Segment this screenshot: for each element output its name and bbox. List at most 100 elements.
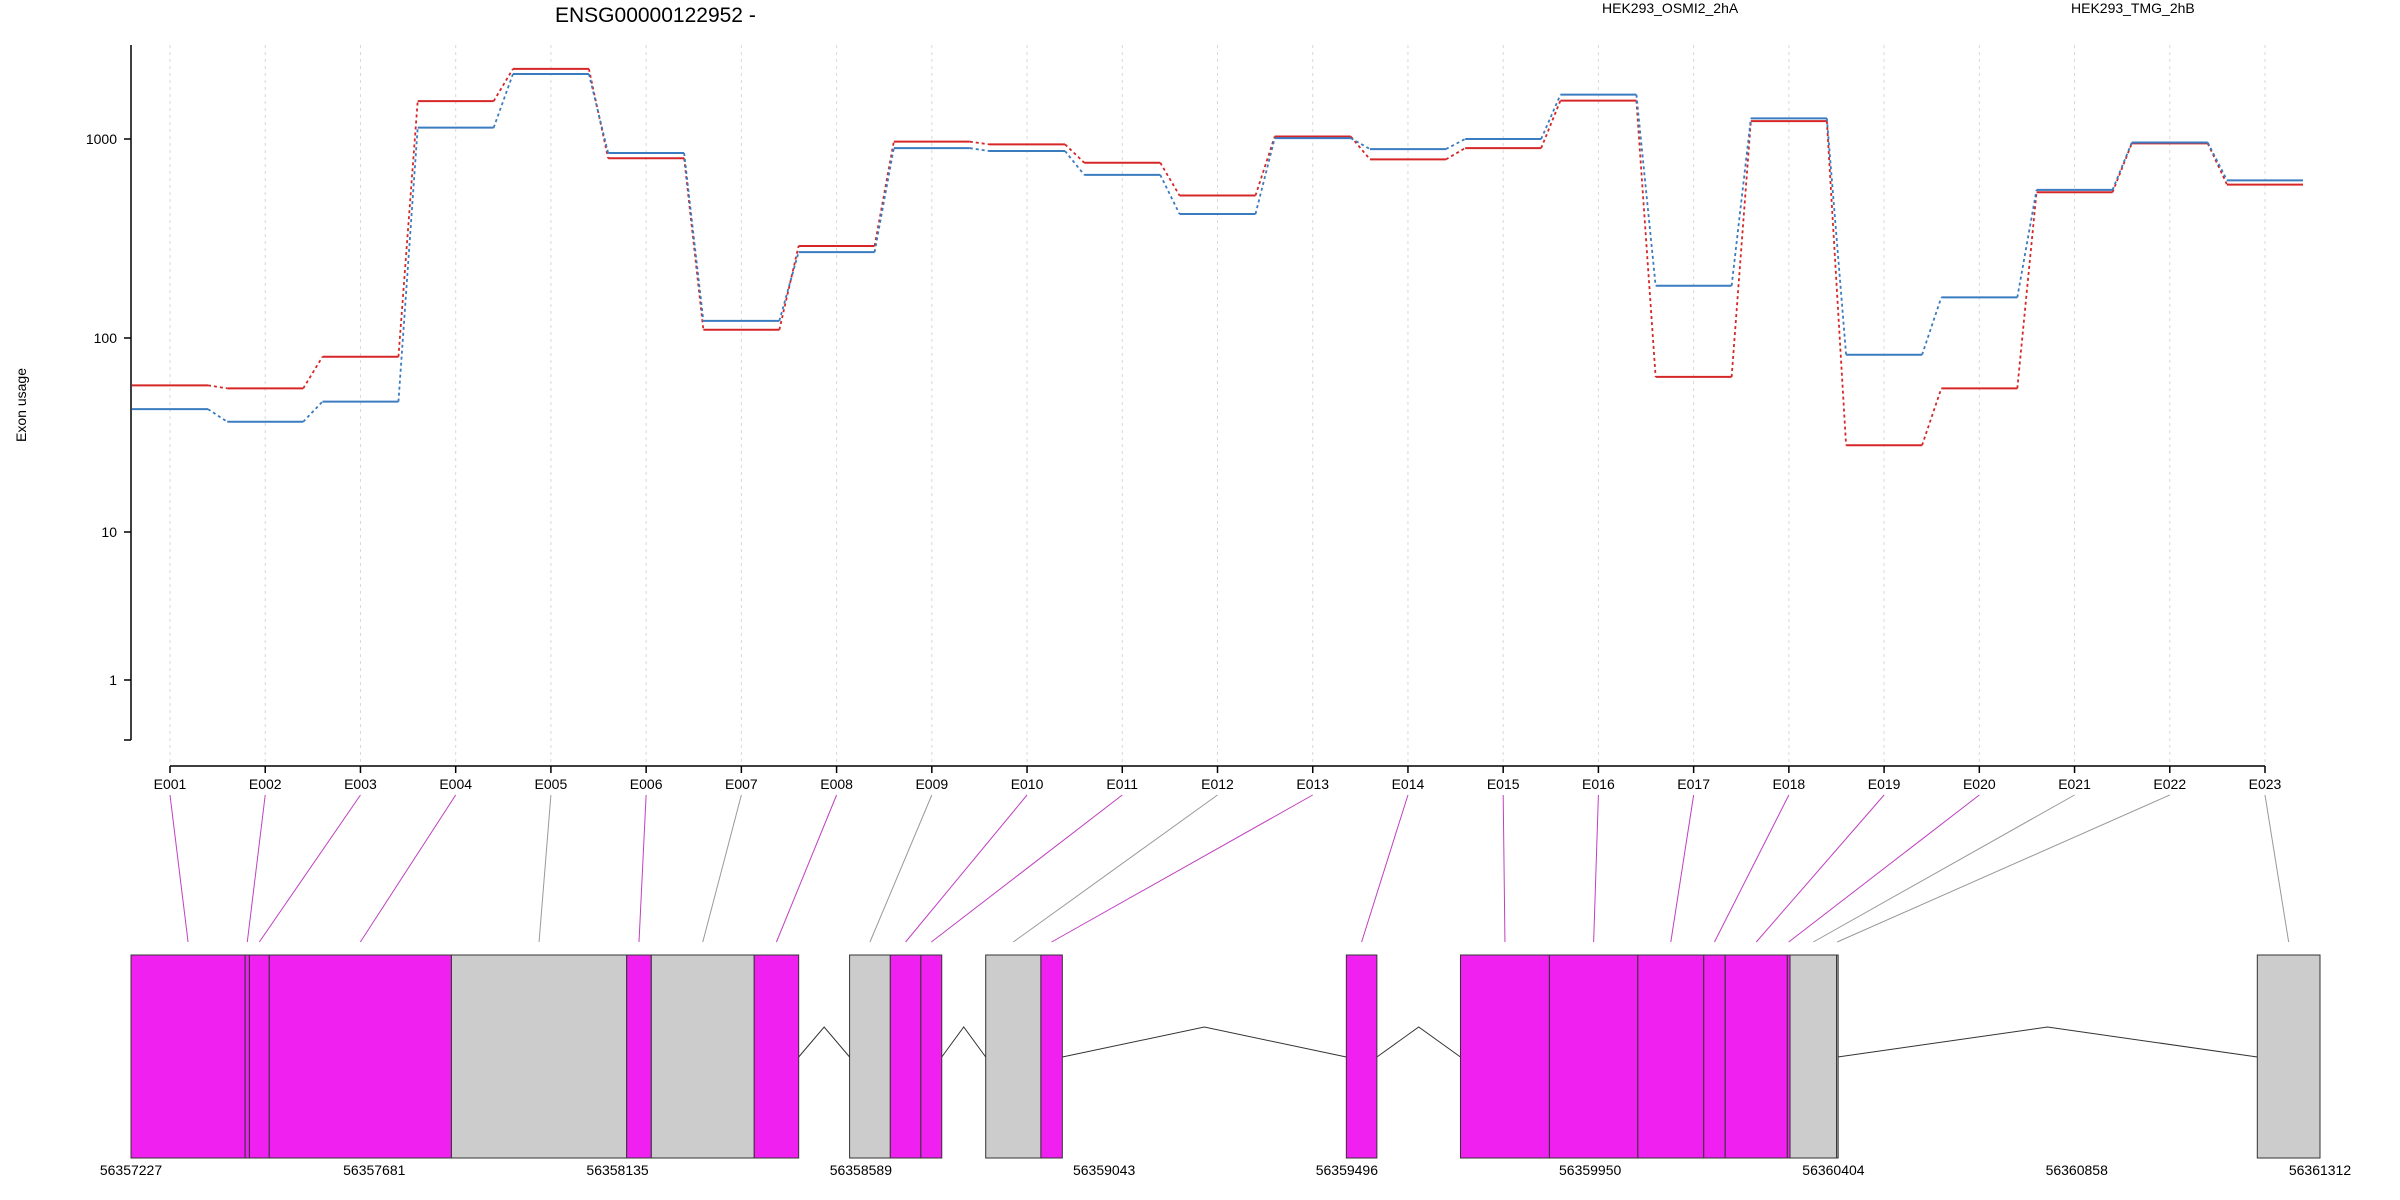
series-connector [1825,121,1847,446]
series-connector [873,141,895,247]
x-tick-label-e003: E003 [344,776,377,792]
series-connector [397,127,419,402]
exon-box-e012 [985,954,1042,1159]
series-connector [302,356,324,389]
series-connector [1064,143,1085,164]
connector-e004 [359,794,457,943]
series-connector [1254,137,1276,215]
genomic-coordinate-labels: 56357227 56357681 56358135 56358589 56359043… [100,1162,2352,1178]
series-connector [207,384,228,390]
connector-e012 [1013,794,1218,943]
exon-box-e011 [920,954,943,1159]
chart-title: ENSG00000122952 - [555,4,756,27]
exon-box-e014 [1345,954,1378,1159]
exon-box-e009 [849,954,891,1159]
intron-line [1837,1026,2258,1058]
connector-e017 [1670,794,1695,943]
series-tmg [132,73,2303,423]
series-connector [492,68,514,102]
coordinate-label: 56358589 [830,1162,893,1178]
x-tick-label-e002: E002 [249,776,282,792]
series-connector [2111,142,2133,191]
x-tick-label-e008: E008 [820,776,853,792]
connector-e013 [1051,794,1313,943]
series-connector [1540,94,1562,140]
series-connector [1921,297,1943,356]
series-connector [1540,100,1562,149]
series-connector [302,400,324,423]
connector-e020 [1788,794,1980,943]
connector-e023 [2264,794,2290,943]
connector-e022 [1836,794,2170,943]
x-tick-label-e014: E014 [1392,776,1425,792]
coordinate-label: 56361312 [2289,1162,2352,1178]
exon-box-e002 [244,954,250,1159]
exon-box-e021 [1789,954,1838,1159]
series-connector [207,408,228,423]
coordinate-label: 56357227 [100,1162,163,1178]
x-tick-label-e010: E010 [1011,776,1044,792]
series-connector [1350,137,1371,150]
plot-axes: 1 10 100 1000 E001 E002 E003 E004 E005 E006 E007 E0… [86,45,2282,792]
series-connector [1254,136,1276,196]
series-connector [2016,189,2038,298]
exon-box-e013 [1040,954,1063,1159]
exon-box-e007 [650,954,755,1159]
coordinate-label: 56360404 [1802,1162,1865,1178]
connector-e018 [1714,794,1790,943]
x-tick-label-e016: E016 [1582,776,1615,792]
coordinate-label: 56358135 [586,1162,649,1178]
y-tick-label: 1 [109,672,117,688]
connector-e003 [258,794,361,943]
connector-e016 [1593,794,1599,943]
series-connector [1825,118,1847,355]
coordinate-label: 56360858 [2046,1162,2109,1178]
series-connector [1159,162,1181,196]
exon-box-e017 [1637,954,1705,1159]
series-connector [2206,142,2228,181]
connector-e014 [1361,794,1409,943]
series-connector [1445,138,1466,150]
x-tick-label-e021: E021 [2058,776,2091,792]
series-connector [969,140,990,146]
series-connector [1921,388,1943,446]
coordinate-label: 56357681 [343,1162,406,1178]
series-connector [492,73,514,128]
exon-box-e015 [1459,954,1550,1159]
connector-e008 [775,794,838,943]
exon-box-e010 [889,954,922,1159]
x-tick-label-e019: E019 [1868,776,1901,792]
intron-line [798,1026,850,1058]
connector-e006 [638,794,647,943]
x-tick-label-e004: E004 [439,776,472,792]
exon-box-e016 [1548,954,1639,1159]
exon-box-e023 [2256,954,2321,1159]
intron-line [941,1026,987,1058]
intron-line [1376,1026,1461,1058]
x-tick-label-e022: E022 [2153,776,2186,792]
exon-box-e008 [753,954,800,1159]
x-tick-label-e020: E020 [1963,776,1996,792]
series-connector [2016,192,2038,389]
x-tick-label-e012: E012 [1201,776,1234,792]
series-osmi2 [132,67,2303,447]
intron-line [1062,1026,1347,1058]
x-tick-label-e023: E023 [2249,776,2282,792]
series-connector [1635,100,1657,377]
series-connector [1064,150,1085,176]
gene-model [130,954,2321,1159]
x-tick-label-e005: E005 [535,776,568,792]
connector-e005 [538,794,552,943]
series-connector [1635,94,1657,286]
exon-box-e004 [268,954,452,1159]
coordinate-label: 56359950 [1559,1162,1622,1178]
coordinate-label: 56359496 [1316,1162,1379,1178]
x-tick-label-e007: E007 [725,776,758,792]
x-tick-label-e017: E017 [1677,776,1710,792]
exon-box-e022 [1836,954,1839,1159]
connector-e021 [1813,794,2075,943]
connector-e002 [246,794,266,943]
exon-box-e001 [130,954,246,1159]
vertical-gridlines [169,45,2266,765]
series-connector [873,147,895,253]
